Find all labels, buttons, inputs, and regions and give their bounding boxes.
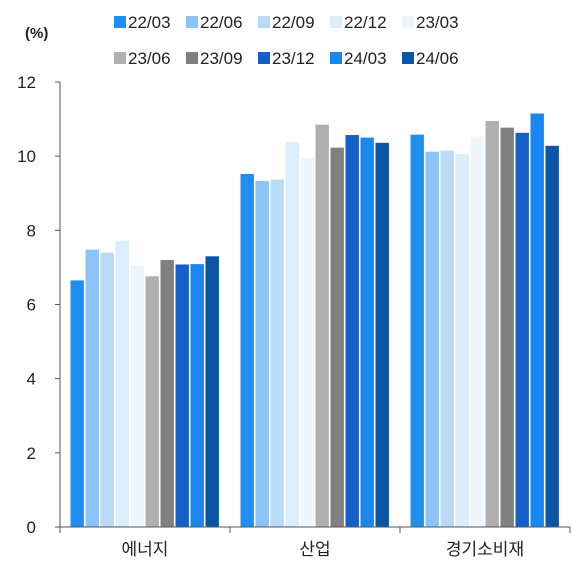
- y-axis: 0 2 4 6 8 10 12: [17, 73, 61, 537]
- y-tick-label: 8: [27, 221, 36, 240]
- bar-22-03-2: [410, 134, 424, 528]
- bar-23-09-0: [160, 260, 174, 527]
- legend-swatch: [330, 16, 342, 28]
- bar-22-06-1: [255, 181, 269, 527]
- bar-23-12-0: [175, 264, 189, 527]
- bar-24-06-2: [545, 145, 559, 528]
- y-tick-label: 2: [27, 444, 36, 463]
- legend-swatch: [186, 52, 198, 64]
- bar-23-12-1: [345, 135, 359, 527]
- y-tick-label: 10: [17, 147, 36, 166]
- legend-label: 24/03: [344, 49, 387, 68]
- bar-22-03-1: [240, 173, 254, 527]
- y-tick-label: 0: [27, 518, 36, 537]
- bar-23-06-0: [145, 276, 159, 527]
- legend-swatch: [258, 16, 270, 28]
- bar-23-06-2: [485, 120, 499, 527]
- bar-23-09-1: [330, 147, 344, 527]
- bars: [70, 113, 559, 528]
- bar-22-06-2: [425, 151, 439, 527]
- x-category-label: 에너지: [122, 540, 169, 559]
- legend-swatch: [114, 16, 126, 28]
- bar-24-03-2: [530, 113, 544, 527]
- bar-23-12-2: [515, 132, 529, 527]
- bar-23-09-2: [500, 127, 514, 528]
- y-tick-label: 4: [27, 370, 36, 389]
- legend-label: 23/03: [416, 13, 459, 32]
- bar-24-06-1: [375, 142, 389, 528]
- bar-22-06-0: [85, 249, 99, 527]
- x-category-label: 산업: [299, 540, 330, 559]
- bar-22-03-0: [70, 280, 84, 527]
- legend-label: 24/06: [416, 49, 459, 68]
- bar-22-12-2: [455, 153, 469, 528]
- x-axis: 에너지 산업 경기소비재: [59, 526, 571, 559]
- bar-23-03-0: [130, 265, 144, 527]
- legend-label: 23/12: [272, 49, 315, 68]
- bar-22-09-0: [100, 252, 114, 528]
- bar-24-06-0: [205, 256, 219, 527]
- legend-label: 22/12: [344, 13, 387, 32]
- legend-label: 23/09: [200, 49, 243, 68]
- legend-swatch: [330, 52, 342, 64]
- legend-label: 22/09: [272, 13, 315, 32]
- bar-22-12-0: [115, 240, 129, 527]
- bar-23-03-1: [300, 158, 314, 528]
- legend-swatch: [402, 16, 414, 28]
- legend-swatch: [258, 52, 270, 64]
- y-tick-label: 6: [27, 296, 36, 315]
- y-tick-label: 12: [17, 73, 36, 92]
- bar-24-03-0: [190, 264, 204, 527]
- legend-label: 22/03: [128, 13, 171, 32]
- legend: 22/03 22/06 22/09 22/12 23/03 23/06 23/09 23/12…: [114, 13, 459, 68]
- x-category-label: 경기소비재: [446, 540, 524, 559]
- bar-23-06-1: [315, 124, 329, 527]
- bar-22-09-1: [270, 179, 284, 527]
- legend-swatch: [186, 16, 198, 28]
- bar-24-03-1: [360, 137, 374, 527]
- legend-label: 22/06: [200, 13, 243, 32]
- bar-22-12-1: [285, 142, 299, 527]
- bar-23-03-2: [470, 136, 484, 527]
- y-unit-label: (%): [25, 25, 48, 42]
- bar-22-09-2: [440, 150, 454, 527]
- legend-swatch: [402, 52, 414, 64]
- legend-swatch: [114, 52, 126, 64]
- legend-label: 23/06: [128, 49, 171, 68]
